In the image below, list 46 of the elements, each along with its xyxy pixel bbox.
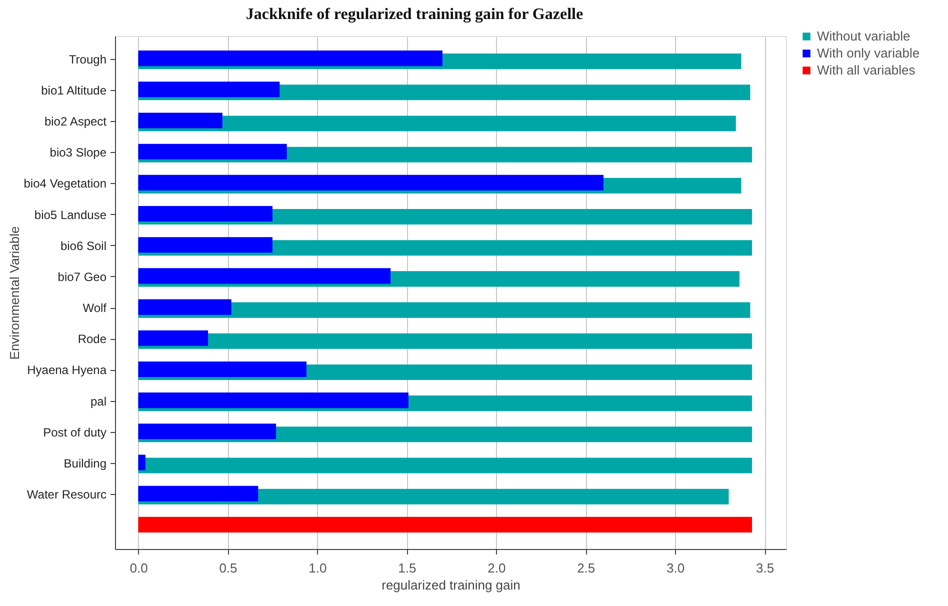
bar xyxy=(138,82,280,98)
bar xyxy=(138,330,208,346)
bar xyxy=(138,268,391,284)
y-tick-label: bio4 Vegetation xyxy=(24,176,106,191)
y-tick-label: Rode xyxy=(78,332,107,346)
x-tick-label: 0.5 xyxy=(219,560,238,576)
y-tick-label: Wolf xyxy=(82,301,108,316)
legend-label: With all variables xyxy=(817,62,916,78)
y-tick-label: Water Resourc xyxy=(26,488,106,502)
chart-title: Jackknife of regularized training gain for Gazelle xyxy=(246,6,584,23)
bar xyxy=(138,516,752,532)
y-tick-label: bio7 Geo xyxy=(58,270,107,284)
legend-label: With only variable xyxy=(817,46,920,60)
x-axis-title: regularized training gain xyxy=(382,578,520,592)
y-tick-label: Hyaena Hyena xyxy=(27,363,107,378)
x-tick-label: 0.0 xyxy=(130,560,148,576)
bar xyxy=(138,458,752,474)
y-tick-label: bio3 Slope xyxy=(50,146,107,160)
bar xyxy=(138,424,276,440)
bar xyxy=(138,454,146,470)
y-tick-label: bio6 Soil xyxy=(60,238,106,253)
y-tick-label: bio5 Landuse xyxy=(34,208,107,222)
bar xyxy=(138,361,306,377)
bar xyxy=(138,50,442,66)
y-tick-label: Building xyxy=(64,456,106,470)
bar xyxy=(138,237,272,253)
bar xyxy=(138,174,604,190)
y-tick-label: Trough xyxy=(68,52,106,66)
y-tick-label: Post of duty xyxy=(43,425,106,440)
y-tick-label: bio1 Altitude xyxy=(41,83,107,98)
bar xyxy=(138,486,258,502)
legend-label: Without variable xyxy=(817,28,910,44)
y-axis-title: Environmental Variable xyxy=(6,226,22,360)
x-tick-label: 2.0 xyxy=(488,560,506,576)
x-tick-label: 3.5 xyxy=(756,560,774,576)
bar xyxy=(138,144,287,160)
bar xyxy=(138,206,272,222)
bar xyxy=(138,112,222,128)
x-tick-label: 3.0 xyxy=(666,560,685,576)
y-tick-label: pal xyxy=(90,394,106,408)
bar xyxy=(138,299,232,315)
x-tick-label: 1.0 xyxy=(308,560,327,576)
x-tick-label: 1.5 xyxy=(398,560,416,576)
bar xyxy=(138,392,408,408)
x-tick-label: 2.5 xyxy=(577,560,596,576)
y-tick-label: bio2 Aspect xyxy=(44,114,108,128)
